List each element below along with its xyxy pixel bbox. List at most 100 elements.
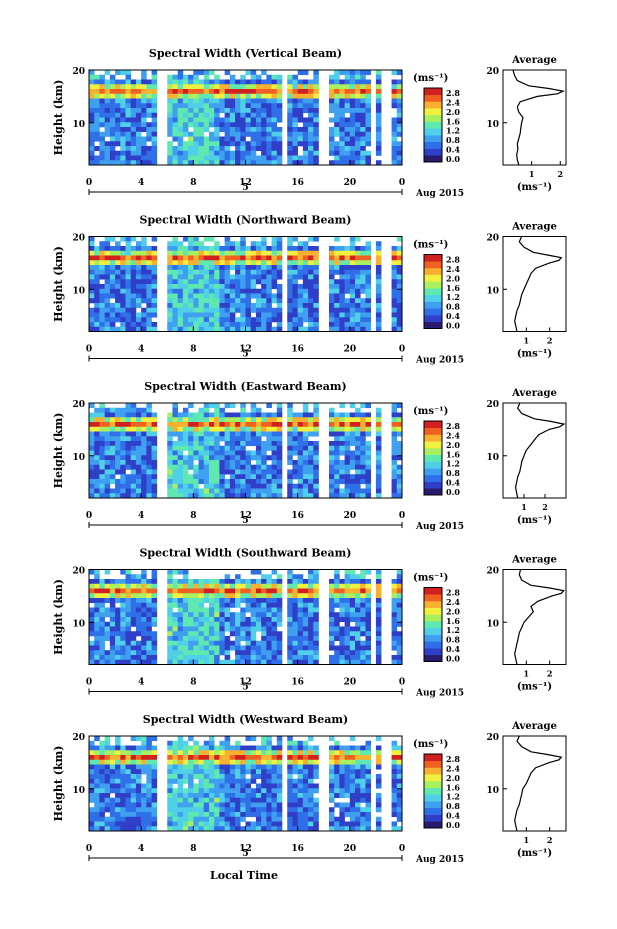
heatmap-cell — [151, 607, 158, 613]
heatmap-cell — [276, 89, 283, 95]
heatmap-cell — [167, 426, 173, 432]
heatmap-cell — [94, 426, 100, 432]
heatmap-cell — [245, 103, 252, 109]
heatmap-cell — [240, 436, 246, 442]
heatmap-cell — [125, 593, 132, 599]
heatmap-cell — [292, 250, 298, 256]
heatmap-cell — [94, 764, 100, 770]
heatmap-cell — [130, 464, 137, 470]
heatmap-cell — [255, 816, 262, 822]
heatmap-cell — [167, 455, 173, 461]
heatmap-cell — [396, 89, 403, 95]
heatmap-cell — [235, 426, 241, 432]
heatmap-cell — [109, 755, 116, 761]
heatmap-cell — [287, 436, 293, 442]
heatmap-cell — [302, 464, 309, 470]
heatmap-cell — [245, 141, 252, 147]
heatmap-cell — [391, 417, 398, 423]
heatmap-cell — [172, 745, 178, 751]
heatmap-cell — [360, 317, 366, 323]
heatmap-cell — [334, 84, 340, 90]
heatmap-cell — [334, 269, 340, 275]
heatmap-cell — [224, 241, 231, 247]
heatmap-cell — [177, 93, 184, 99]
heatmap-cell — [130, 650, 137, 656]
heatmap-cell — [214, 488, 220, 494]
heatmap-cell — [396, 255, 403, 261]
heatmap-cell — [188, 250, 194, 256]
heatmap-cell — [151, 146, 158, 152]
heatmap-cell — [99, 403, 105, 409]
heatmap-cell — [141, 79, 147, 85]
heatmap-cell — [287, 488, 293, 494]
heatmap-cell — [360, 307, 366, 313]
heatmap-cell — [177, 70, 184, 76]
heatmap-cell — [355, 636, 361, 642]
heatmap-cell — [313, 155, 319, 161]
heatmap-cell — [229, 750, 236, 756]
heatmap-cell — [349, 631, 356, 637]
heatmap-cell — [146, 755, 152, 761]
heatmap-cell — [224, 131, 231, 137]
heatmap-cell — [219, 826, 225, 832]
heatmap-cell — [182, 650, 189, 656]
heatmap-cell — [141, 322, 147, 328]
heatmap-cell — [146, 740, 152, 746]
heatmap-cell — [308, 579, 314, 585]
heatmap-cell — [99, 269, 105, 275]
heatmap-cell — [172, 274, 178, 280]
heatmap-cell — [99, 450, 105, 456]
heatmap-cell — [396, 288, 403, 294]
heatmap-cell — [240, 117, 246, 123]
heatmap-cell — [302, 150, 309, 156]
heatmap-cell — [261, 269, 267, 275]
heatmap-cell — [297, 788, 304, 794]
heatmap-cell — [188, 403, 194, 409]
heatmap-cell — [130, 736, 137, 742]
heatmap-cell — [349, 89, 356, 95]
heatmap-cell — [120, 412, 126, 418]
heatmap-cell — [292, 750, 298, 756]
heatmap-cell — [167, 783, 173, 789]
heatmap-cell — [151, 483, 158, 489]
heatmap-cell — [89, 293, 95, 299]
heatmap-cell — [229, 797, 236, 803]
heatmap-cell — [334, 150, 340, 156]
heatmap-cell — [109, 626, 116, 632]
heatmap-cell — [313, 141, 319, 147]
heatmap-cell — [375, 160, 382, 166]
heatmap-cell — [334, 312, 340, 318]
heatmap-cell — [344, 783, 351, 789]
x-tick-label: 4 — [138, 345, 144, 355]
heatmap-cell — [146, 131, 152, 137]
heatmap-cell — [104, 636, 111, 642]
heatmap-cell — [219, 412, 225, 418]
heatmap-cell — [360, 136, 366, 142]
heatmap-cell — [109, 621, 116, 627]
heatmap-cell — [104, 155, 111, 161]
heatmap-cell — [328, 307, 335, 313]
heatmap-cell — [167, 74, 173, 80]
heatmap-cell — [94, 488, 100, 494]
heatmap-cell — [297, 93, 304, 99]
heatmap-cell — [229, 488, 236, 494]
heatmap-cell — [261, 293, 267, 299]
heatmap-cell — [104, 493, 111, 499]
heatmap-cell — [130, 612, 137, 618]
heatmap-cell — [208, 260, 215, 266]
heatmap-cell — [261, 412, 267, 418]
heatmap-cell — [151, 417, 158, 423]
heatmap-cell — [89, 788, 95, 794]
heatmap-cell — [130, 269, 137, 275]
panel-title: Spectral Width (Westward Beam) — [143, 713, 348, 726]
heatmap-cell — [89, 783, 95, 789]
heatmap-cell — [151, 260, 158, 266]
heatmap-cell — [292, 236, 298, 242]
heatmap-cell — [229, 479, 236, 485]
heatmap-cell — [334, 445, 340, 451]
heatmap-cell — [302, 602, 309, 608]
heatmap-cell — [287, 802, 293, 808]
heatmap-cell — [188, 131, 194, 137]
heatmap-cell — [375, 79, 382, 85]
heatmap-cell — [287, 626, 293, 632]
